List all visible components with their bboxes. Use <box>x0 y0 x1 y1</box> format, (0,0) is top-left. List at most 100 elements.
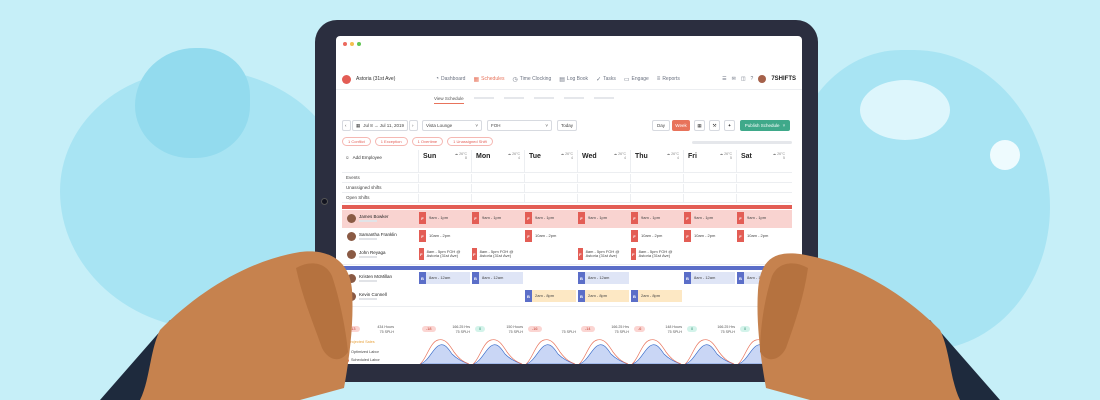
shift-block[interactable]: F 8am - 5pm FOH @ Astoria (31st Ave) <box>578 248 629 260</box>
grid-cell[interactable] <box>577 194 630 203</box>
shift-block[interactable]: B 2am - 8pm <box>525 290 576 302</box>
shift-block[interactable]: F 10am - 2pm <box>631 230 682 242</box>
day-header[interactable]: Mon ☁26°C 4 <box>471 150 524 172</box>
date-range-picker[interactable]: ▦ Jul 8 → Jul 11, 2019 <box>352 120 408 131</box>
shift-block[interactable]: B 8am - 12am <box>419 272 470 284</box>
day-header[interactable]: Wed ☁26°C 4 <box>577 150 630 172</box>
day-header[interactable]: Sun ☁26°C 8 <box>418 150 471 172</box>
grid-cell[interactable] <box>630 174 683 183</box>
shift-block[interactable]: B 2am - 8pm <box>578 290 629 302</box>
shift-block[interactable]: F 8am - 5pm FOH @ Astoria (31st Ave) <box>631 248 682 260</box>
employee-name[interactable]: Samantha Franklin <box>359 232 397 237</box>
minimize-dot[interactable] <box>350 42 354 46</box>
day-view-button[interactable]: Day <box>652 120 670 131</box>
labor-variance-pill[interactable]: -14 <box>581 326 595 332</box>
grid-cell[interactable] <box>471 184 524 193</box>
alert-chip[interactable]: 1 Unassigned Shift <box>447 137 493 146</box>
today-button[interactable]: Today <box>557 120 577 131</box>
grid-view-button[interactable]: ▦ <box>694 120 705 131</box>
tab-placeholder[interactable] <box>473 97 494 99</box>
shift-block[interactable]: B 8am - 12am <box>684 272 735 284</box>
grid-cell[interactable] <box>418 184 471 193</box>
shift-block[interactable]: F 9am - 1pm <box>578 212 629 224</box>
shift-block[interactable]: F 9am - 1pm <box>419 212 470 224</box>
zoom-dot[interactable] <box>357 42 361 46</box>
day-header[interactable]: Fri ☁26°C 5 <box>683 150 736 172</box>
labor-variance-pill[interactable]: 0 <box>687 326 698 332</box>
help-icon[interactable]: ? <box>750 76 754 82</box>
employee-name[interactable]: John Reyaga <box>359 250 386 255</box>
tab-view-schedule[interactable]: View Schedule <box>434 96 464 104</box>
shift-block[interactable]: F 10am - 2pm <box>737 230 788 242</box>
grid-cell[interactable] <box>630 194 683 203</box>
prev-week-button[interactable]: ‹ <box>342 120 351 131</box>
labor-variance-pill[interactable]: 0 <box>740 326 751 332</box>
grid-cell[interactable] <box>736 194 789 203</box>
location-select[interactable]: Vista Lounge ˅ <box>422 120 482 131</box>
shift-block[interactable]: F 9am - 1pm <box>684 212 735 224</box>
publish-schedule-button[interactable]: Publish Schedule ˅ <box>740 120 790 131</box>
grid-cell[interactable] <box>736 174 789 183</box>
employee-name[interactable]: Kevin Connell <box>359 292 387 297</box>
grid-cell[interactable] <box>577 184 630 193</box>
day-header[interactable]: Thu ☁26°C 4 <box>630 150 683 172</box>
add-employee-button[interactable]: ☺ Add Employee <box>345 155 382 160</box>
avatar[interactable] <box>347 232 356 241</box>
next-week-button[interactable]: › <box>409 120 418 131</box>
user-avatar[interactable] <box>758 75 767 83</box>
grid-cell[interactable] <box>418 194 471 203</box>
shift-block[interactable]: B 8am - 12am <box>578 272 629 284</box>
grid-cell[interactable] <box>736 184 789 193</box>
grid-cell[interactable] <box>577 174 630 183</box>
shift-block[interactable]: F 10am - 2pm <box>525 230 576 242</box>
avatar[interactable] <box>347 250 356 259</box>
avatar[interactable] <box>347 214 356 223</box>
tools-button[interactable]: ⚒ <box>709 120 720 131</box>
avatar[interactable] <box>347 274 356 283</box>
shift-block[interactable]: F 10am - 2pm <box>684 230 735 242</box>
labor-variance-pill[interactable]: -18 <box>422 326 436 332</box>
grid-cell[interactable] <box>683 174 736 183</box>
employee-name[interactable]: James Bowker <box>359 214 389 219</box>
grid-cell[interactable] <box>524 194 577 203</box>
nav-item-time-clocking[interactable]: ◷ Time Clocking <box>513 76 552 83</box>
labor-variance-pill[interactable]: -6 <box>634 326 646 332</box>
shift-block[interactable]: F 10am - 2pm <box>419 230 470 242</box>
nav-item-engage[interactable]: ▭ Engage <box>624 76 649 83</box>
day-header[interactable]: Tue ☁26°C 4 <box>524 150 577 172</box>
shift-block[interactable]: F 9am - 1pm <box>631 212 682 224</box>
nav-item-log-book[interactable]: ▤ Log Book <box>559 76 588 83</box>
grid-cell[interactable] <box>418 174 471 183</box>
nav-item-dashboard[interactable]: ◔ Dashboard <box>435 76 465 83</box>
shift-block[interactable]: F 9am - 1pm <box>525 212 576 224</box>
alert-chip[interactable]: 1 Overtime <box>411 137 444 146</box>
labor-variance-pill[interactable]: -13 <box>346 326 360 332</box>
grid-cell[interactable] <box>471 174 524 183</box>
location-logo[interactable] <box>342 74 351 84</box>
megaphone-icon[interactable]: ✉ <box>731 76 736 82</box>
grid-cell[interactable] <box>683 194 736 203</box>
nav-item-reports[interactable]: ≡ Reports <box>657 76 680 83</box>
nav-item-schedules[interactable]: ▦ Schedules <box>473 76 504 83</box>
grid-cell[interactable] <box>683 184 736 193</box>
nav-item-tasks[interactable]: ✓ Tasks <box>596 76 616 83</box>
tab-placeholder[interactable] <box>563 97 584 99</box>
grid-cell[interactable] <box>524 174 577 183</box>
location-name[interactable]: Astoria (31st Ave) <box>356 76 396 82</box>
labor-variance-pill[interactable]: 0 <box>475 326 486 332</box>
grid-cell[interactable] <box>630 184 683 193</box>
close-dot[interactable] <box>343 42 347 46</box>
tab-placeholder[interactable] <box>593 97 614 99</box>
week-view-button[interactable]: Week <box>672 120 690 131</box>
employee-name[interactable]: Kristen McMillan <box>359 274 393 279</box>
auto-schedule-button[interactable]: ✦ <box>724 120 735 131</box>
alert-chip[interactable]: 1 Conflict <box>342 137 371 146</box>
tab-placeholder[interactable] <box>503 97 524 99</box>
menu-icon[interactable]: ☰ <box>722 76 727 82</box>
tab-placeholder[interactable] <box>533 97 554 99</box>
shift-block[interactable]: B 2am - 8pm <box>631 290 682 302</box>
shift-block[interactable]: B 8am - 12am <box>472 272 523 284</box>
shift-block[interactable]: F 9am - 1pm <box>472 212 523 224</box>
day-header[interactable]: Sat ☁26°C 5 <box>736 150 789 172</box>
department-select[interactable]: FOH ˅ <box>487 120 552 131</box>
